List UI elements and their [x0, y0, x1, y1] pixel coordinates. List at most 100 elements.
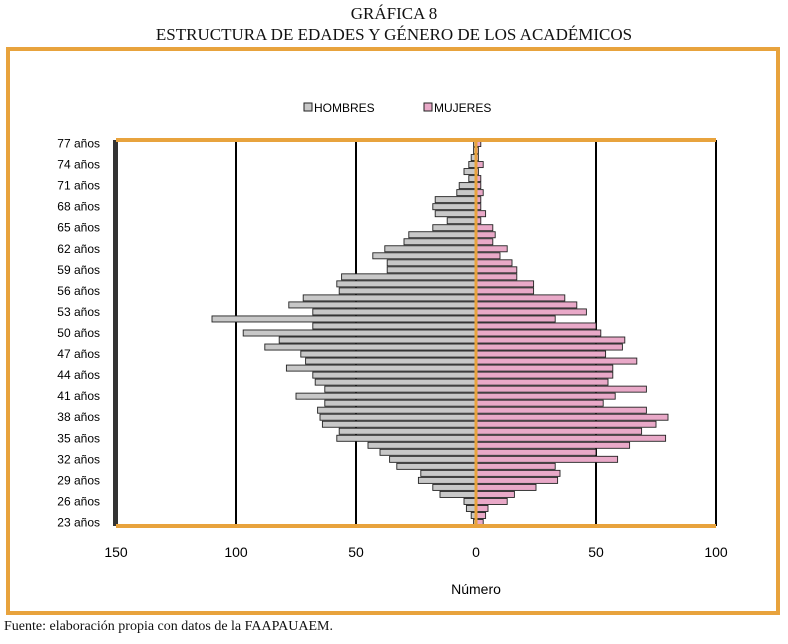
bar-hombres-age-49: [278, 336, 477, 344]
age-tick-label: 38 años: [57, 410, 100, 424]
bars: [211, 140, 669, 526]
bar-hombres-age-60: [386, 259, 477, 267]
bar-mujeres-age-31: [475, 462, 556, 470]
age-tick-label: 74 años: [57, 158, 100, 172]
bar-mujeres-age-56: [475, 287, 535, 295]
bar-hombres-age-61: [372, 252, 477, 260]
bar-hombres-age-63: [403, 238, 477, 246]
age-tick-label: 44 años: [57, 368, 100, 382]
age-tick-label: 59 años: [57, 263, 100, 277]
age-tick-label: 71 años: [57, 179, 100, 193]
age-tick-label: 35 años: [57, 431, 100, 445]
bar-mujeres-age-39: [475, 406, 647, 414]
bar-hombres-age-32: [389, 455, 477, 463]
age-tick-label: 50 años: [57, 326, 100, 340]
source-note: Fuente: elaboración propia con datos de …: [4, 619, 333, 634]
age-tick-label: 26 años: [57, 494, 100, 508]
bar-mujeres-age-54: [475, 301, 578, 309]
legend: HOMBRES MUJERES: [303, 101, 491, 115]
chart-title: GRÁFICA 8: [350, 4, 438, 23]
age-tick-label: 53 años: [57, 305, 100, 319]
legend-mujeres-label: MUJERES: [434, 101, 491, 115]
age-tick-label: 56 años: [57, 284, 100, 298]
bar-mujeres-age-59: [475, 266, 518, 274]
bar-mujeres-age-52: [475, 315, 556, 323]
bar-mujeres-age-38: [475, 413, 669, 421]
bar-mujeres-age-40: [475, 399, 604, 407]
bar-mujeres-age-37: [475, 420, 657, 428]
bar-hombres-age-34: [367, 441, 477, 449]
x-tick-labels: 150 100 50 0 50 100: [104, 544, 728, 560]
bar-hombres-age-73: [463, 168, 477, 176]
bar-hombres-age-38: [319, 413, 477, 421]
bar-mujeres-age-64: [475, 231, 496, 239]
age-tick-label: 47 años: [57, 347, 100, 361]
bar-hombres-age-67: [434, 210, 477, 218]
bar-hombres-age-69: [434, 196, 477, 204]
bar-mujeres-age-65: [475, 224, 494, 232]
age-tick-label: 41 años: [57, 389, 100, 403]
bar-mujeres-age-36: [475, 427, 643, 435]
age-tick-labels: 77 años 74 años 71 años 68 años 65 años 62 añ…: [57, 137, 100, 530]
chart-subtitle: ESTRUCTURA DE EDADES Y GÉNERO DE LOS ACA…: [155, 25, 633, 44]
bar-mujeres-age-63: [475, 238, 494, 246]
bar-hombres-age-31: [396, 462, 477, 470]
bar-mujeres-age-33: [475, 448, 597, 456]
bar-mujeres-age-30: [475, 469, 561, 477]
x-tick-label: 50: [588, 544, 604, 560]
y-axis-line: [113, 140, 118, 526]
bar-hombres-age-40: [324, 399, 477, 407]
age-tick-label: 77 años: [57, 137, 100, 151]
bar-hombres-age-42: [324, 385, 477, 393]
legend-hombres-swatch: [303, 102, 313, 112]
bar-hombres-age-29: [417, 476, 477, 484]
bar-hombres-age-54: [288, 301, 477, 309]
age-tick-label: 23 años: [57, 515, 100, 529]
bar-hombres-age-62: [384, 245, 477, 253]
bar-hombres-age-27: [439, 490, 477, 498]
bar-hombres-age-43: [314, 378, 477, 386]
bar-hombres-age-70: [456, 189, 477, 197]
age-tick-label: 32 años: [57, 452, 100, 466]
bar-hombres-age-45: [285, 364, 477, 372]
bar-hombres-age-46: [305, 357, 477, 365]
age-tick-label: 29 años: [57, 473, 100, 487]
bar-mujeres-age-61: [475, 252, 501, 260]
bar-hombres-age-28: [432, 483, 477, 491]
bar-hombres-age-33: [379, 448, 477, 456]
bar-hombres-age-47: [300, 350, 477, 358]
bar-hombres-age-58: [341, 273, 477, 281]
bar-mujeres-age-57: [475, 280, 535, 288]
bar-mujeres-age-46: [475, 357, 638, 365]
bar-mujeres-age-35: [475, 434, 667, 442]
bar-hombres-age-41: [295, 392, 477, 400]
axes: [116, 138, 716, 528]
x-axis-label: Número: [451, 581, 501, 597]
age-tick-label: 62 años: [57, 242, 100, 256]
bar-hombres-age-71: [458, 182, 477, 190]
bar-hombres-age-30: [420, 469, 477, 477]
bar-hombres-age-57: [336, 280, 477, 288]
bar-hombres-age-59: [386, 266, 477, 274]
bar-mujeres-age-50: [475, 329, 602, 337]
bar-hombres-age-56: [338, 287, 477, 295]
bar-hombres-age-37: [321, 420, 477, 428]
age-tick-label: 65 años: [57, 221, 100, 235]
bar-mujeres-age-28: [475, 483, 537, 491]
bar-mujeres-age-47: [475, 350, 607, 358]
bar-hombres-age-36: [338, 427, 477, 435]
x-tick-label: 50: [348, 544, 364, 560]
bar-hombres-age-51: [312, 322, 477, 330]
bar-mujeres-age-49: [475, 336, 626, 344]
bar-mujeres-age-62: [475, 245, 508, 253]
bar-hombres-age-39: [317, 406, 477, 414]
bar-hombres-age-68: [432, 203, 477, 211]
bar-hombres-age-64: [408, 231, 477, 239]
bar-mujeres-age-55: [475, 294, 566, 302]
bar-mujeres-age-44: [475, 371, 614, 379]
age-tick-label: 68 años: [57, 200, 100, 214]
bar-mujeres-age-42: [475, 385, 647, 393]
x-tick-label: 100: [704, 544, 728, 560]
x-tick-label: 0: [472, 544, 480, 560]
